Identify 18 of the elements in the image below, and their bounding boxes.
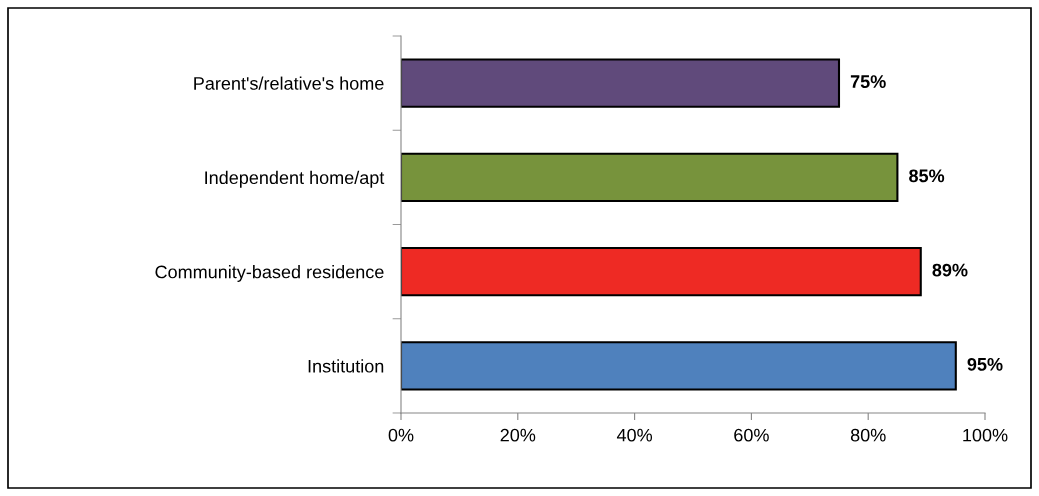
- bar: [401, 152, 899, 202]
- x-tick-label: 100%: [963, 428, 1008, 442]
- y-tick-label: Parent's/relative's home: [194, 76, 384, 90]
- data-label: 75%: [850, 75, 886, 88]
- y-tick-label: Independent home/apt: [205, 170, 385, 188]
- x-tick-label: 60%: [734, 428, 769, 442]
- x-tick-label: 0%: [388, 428, 414, 442]
- x-tick-label: 80%: [850, 428, 886, 442]
- y-tick-label: Community-based residence: [155, 265, 384, 282]
- x-tick-label: 40%: [616, 428, 653, 442]
- bar: [401, 247, 922, 297]
- bar: [401, 58, 841, 108]
- y-tick-label: Institution: [308, 359, 384, 373]
- x-tick-label: 20%: [500, 428, 536, 442]
- data-label: 95%: [967, 357, 1003, 371]
- data-label: 85%: [909, 169, 945, 183]
- data-label: 89%: [932, 263, 968, 277]
- bar: [401, 341, 957, 391]
